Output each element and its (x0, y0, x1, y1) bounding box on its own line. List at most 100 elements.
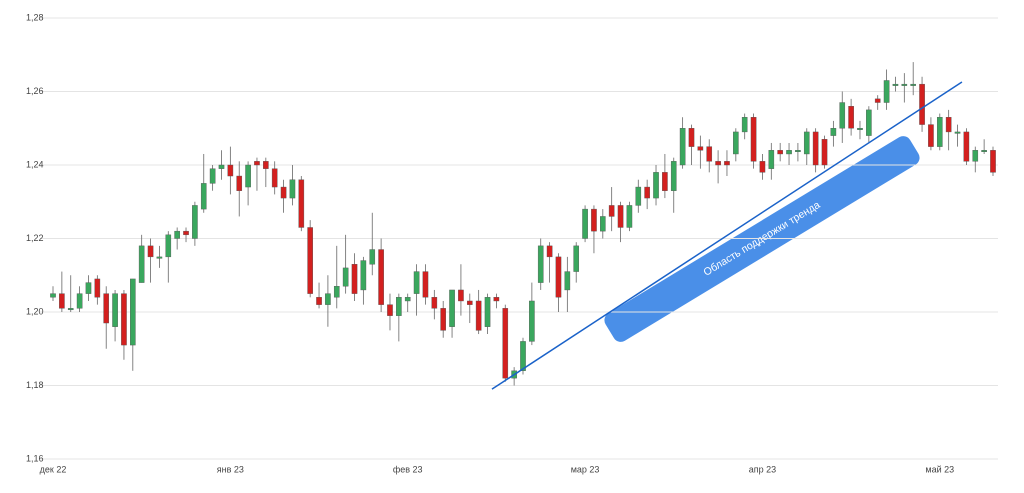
candle-body (945, 117, 952, 133)
candle-body (653, 172, 659, 199)
candle-body (582, 208, 588, 239)
candle-body (466, 300, 473, 305)
candle-body (484, 297, 491, 327)
candle-body (724, 161, 730, 166)
candle-body (156, 256, 163, 259)
candle-body (218, 164, 225, 169)
candle-body (413, 271, 420, 294)
candle-body (662, 172, 668, 191)
candle-body (431, 297, 438, 309)
candle-body (635, 186, 642, 206)
candle-body (165, 234, 172, 258)
x-tick-label: дек 22 (40, 464, 67, 474)
candle-body (325, 293, 331, 305)
candle-body (741, 117, 748, 133)
candle-body (333, 286, 340, 298)
candle-body (910, 83, 916, 86)
x-tick-label: апр 23 (749, 464, 776, 474)
candle-body (130, 278, 136, 346)
candle-body (981, 150, 987, 153)
candle-body (901, 83, 908, 86)
candle-body (733, 131, 739, 155)
candle-body (200, 183, 207, 210)
candle-body (670, 161, 677, 191)
candle-body (990, 150, 996, 173)
candle-body (360, 260, 367, 291)
y-tick-label: 1,20 (26, 306, 44, 316)
candle-body (85, 282, 92, 294)
candle-body (183, 230, 189, 236)
candle-body (591, 208, 597, 232)
candle-body (422, 271, 429, 298)
candle-body (555, 256, 562, 298)
candle-body (502, 308, 509, 379)
candle-body (821, 139, 828, 166)
candle-body (316, 297, 322, 305)
candle-body (440, 308, 446, 331)
candle-body (59, 293, 65, 309)
candle-body (839, 102, 846, 129)
candle-body (369, 249, 376, 265)
candle-body (883, 80, 890, 103)
candle-body (271, 168, 278, 188)
candle-body (493, 297, 500, 302)
candle-body (706, 146, 713, 162)
candle-body (750, 117, 757, 162)
candle-body (342, 267, 349, 287)
candle-body (936, 117, 943, 147)
candle-body (298, 179, 305, 228)
candle-body (679, 128, 686, 166)
candle-body (192, 205, 198, 239)
candle-body (94, 278, 101, 298)
candle-body (600, 216, 606, 232)
x-tick-label: май 23 (925, 464, 954, 474)
candle-body (50, 293, 56, 298)
candle-body (147, 245, 154, 258)
trend-line (491, 81, 963, 390)
candle-body (777, 150, 783, 155)
candle-body (892, 83, 899, 86)
candle-body (307, 227, 313, 294)
candle-body (866, 109, 872, 136)
candle-body (644, 186, 650, 199)
candle-body (803, 131, 810, 155)
candle-body (378, 249, 384, 305)
candle-body (768, 150, 775, 169)
candle-body (387, 304, 393, 316)
y-tick-label: 1,24 (26, 159, 44, 169)
candle-body (76, 293, 83, 309)
candle-body (715, 161, 721, 166)
candle-body (688, 128, 695, 147)
y-tick-label: 1,18 (26, 380, 44, 390)
y-tick-label: 1,26 (26, 86, 44, 96)
candle-body (103, 293, 110, 324)
candle-body (919, 83, 925, 125)
candle-body (697, 146, 704, 151)
candle-body (564, 271, 571, 291)
candle-body (963, 131, 970, 162)
candle-body (67, 308, 74, 311)
candle-body (209, 168, 216, 184)
candle-body (928, 124, 934, 147)
candle-body (121, 293, 127, 346)
candle-body (475, 300, 482, 331)
candle-body (112, 293, 118, 327)
candle-body (263, 161, 269, 169)
candle-body (795, 150, 801, 153)
candle-body (608, 205, 615, 217)
candle-body (351, 264, 358, 294)
candle-body (812, 131, 819, 166)
candle-body (529, 300, 535, 342)
candle-body (857, 128, 863, 130)
candle-body (848, 105, 854, 129)
y-tick-label: 1,16 (26, 453, 44, 463)
x-tick-label: мар 23 (571, 464, 600, 474)
candle-body (236, 175, 243, 191)
x-tick-label: фев 23 (393, 464, 423, 474)
candle-body (874, 98, 881, 103)
candle-body (830, 128, 837, 136)
candle-body (449, 289, 455, 327)
candle-body (254, 161, 260, 166)
candle-body (227, 164, 234, 177)
